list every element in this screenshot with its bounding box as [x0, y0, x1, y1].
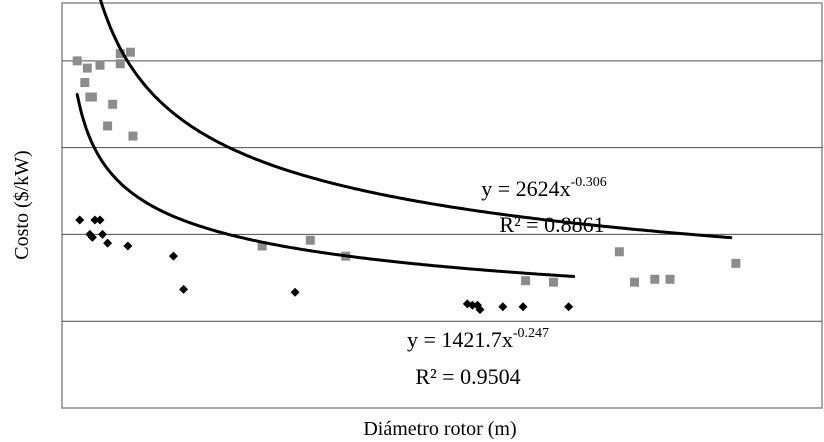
y-axis-title: Costo ($/kW)	[11, 150, 33, 259]
square-point	[115, 59, 125, 69]
diamond-point	[467, 300, 477, 310]
square-point	[614, 247, 624, 257]
square-point	[630, 277, 640, 287]
square-point	[72, 56, 82, 66]
diamond-point	[168, 251, 178, 261]
diamond-point	[290, 287, 300, 297]
eq1-r2-label: R² = 0.8861	[499, 212, 604, 237]
diamond-point	[90, 215, 100, 225]
square-point	[548, 277, 558, 287]
square-point	[125, 47, 135, 57]
diamond-point	[103, 238, 113, 248]
gridlines	[62, 60, 822, 322]
eq2-r2-label: R² = 0.9504	[415, 364, 520, 389]
diamond-point	[475, 305, 485, 315]
diamond-point	[179, 284, 189, 294]
square-point	[115, 49, 125, 59]
diamond-point	[498, 302, 508, 312]
square-point	[731, 258, 741, 268]
square-point	[305, 235, 315, 245]
series-group	[72, 47, 741, 315]
eq2-equation: y = 1421.7x-0.247	[407, 326, 549, 352]
diamond-point	[123, 241, 133, 251]
square-point	[95, 60, 105, 70]
square-point	[257, 241, 267, 251]
square-point	[82, 63, 92, 73]
x-axis-title: Diámetro rotor (m)	[363, 418, 516, 440]
trendline-1	[98, 0, 733, 240]
series-2	[75, 215, 574, 315]
diamond-point	[518, 302, 528, 312]
square-point	[80, 78, 90, 88]
diamond-point	[75, 215, 85, 225]
trendline-2	[75, 93, 576, 278]
square-point	[108, 99, 118, 109]
square-point	[650, 274, 660, 284]
trendlines	[75, 0, 733, 278]
square-point	[521, 276, 531, 286]
square-point	[103, 121, 113, 131]
square-point	[87, 92, 97, 102]
square-point	[665, 274, 675, 284]
diamond-point	[95, 215, 105, 225]
diamond-point	[98, 229, 108, 239]
square-point	[128, 131, 138, 141]
eq1-equation: y = 2624x-0.306	[481, 175, 607, 201]
diamond-point	[564, 302, 574, 312]
diamond-point	[87, 232, 97, 242]
